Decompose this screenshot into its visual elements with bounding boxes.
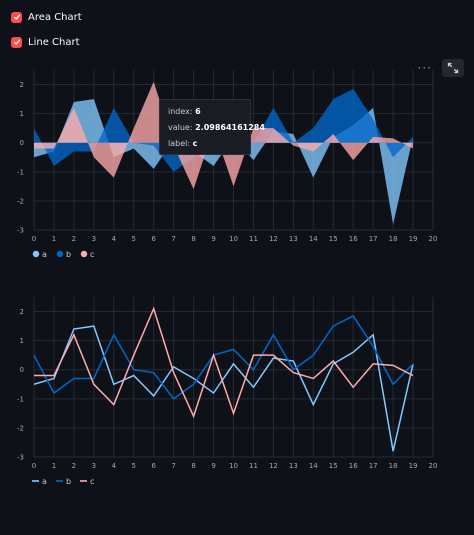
x-tick-label: 1 bbox=[52, 235, 56, 243]
y-tick-label: -3 bbox=[17, 227, 24, 235]
x-tick-label: 17 bbox=[369, 235, 378, 243]
x-tick-label: 3 bbox=[92, 235, 96, 243]
x-tick-label: 0 bbox=[32, 462, 36, 470]
area-chart-checkbox[interactable]: Area Chart bbox=[11, 9, 82, 25]
checkmark-icon bbox=[11, 36, 22, 48]
legend-label-c: c bbox=[90, 250, 94, 259]
x-tick-label: 13 bbox=[289, 235, 298, 243]
y-tick-label: 1 bbox=[20, 110, 24, 118]
y-tick-label: -3 bbox=[17, 454, 24, 462]
y-tick-label: 0 bbox=[20, 366, 24, 374]
x-tick-label: 20 bbox=[429, 235, 438, 243]
y-tick-label: 2 bbox=[20, 81, 24, 89]
tooltip-value: 2.09864161284 bbox=[195, 123, 265, 132]
legend-label-c: c bbox=[90, 477, 94, 486]
tooltip-label-value: c bbox=[192, 139, 198, 148]
x-tick-label: 7 bbox=[171, 235, 175, 243]
x-tick-label: 5 bbox=[132, 235, 136, 243]
x-tick-label: 15 bbox=[329, 235, 338, 243]
x-tick-label: 2 bbox=[72, 235, 76, 243]
x-tick-label: 6 bbox=[151, 235, 156, 243]
legend-marker-b bbox=[56, 250, 64, 258]
fullscreen-button[interactable] bbox=[442, 59, 464, 77]
x-tick-label: 11 bbox=[249, 462, 258, 470]
checkmark-icon bbox=[11, 11, 22, 23]
x-tick-label: 18 bbox=[389, 235, 398, 243]
x-tick-label: 14 bbox=[309, 462, 318, 470]
line-chart[interactable]: 0 1 2 3 4 5 6 7 8 9 10 11 12 13 14 15 16 17 18 19 20-3-2-101… bbox=[0, 287, 474, 497]
x-tick-label: 6 bbox=[151, 462, 156, 470]
x-tick-label: 15 bbox=[329, 462, 338, 470]
x-tick-label: 4 bbox=[112, 235, 117, 243]
x-tick-label: 10 bbox=[229, 235, 238, 243]
y-tick-label: 0 bbox=[20, 139, 24, 147]
x-tick-label: 10 bbox=[229, 462, 238, 470]
x-tick-label: 12 bbox=[269, 462, 278, 470]
y-tick-label: -1 bbox=[17, 168, 24, 176]
expand-icon bbox=[447, 62, 459, 74]
chart-tooltip: index: 6 value: 2.09864161284 label: c bbox=[159, 99, 265, 155]
line-series-b[interactable] bbox=[33, 314, 414, 400]
line-chart-label: Line Chart bbox=[28, 36, 80, 48]
x-tick-label: 1 bbox=[52, 462, 56, 470]
y-tick-label: -1 bbox=[17, 395, 24, 403]
x-tick-label: 18 bbox=[389, 462, 398, 470]
line-chart-checkbox[interactable]: Line Chart bbox=[11, 34, 80, 50]
x-tick-label: 16 bbox=[349, 462, 358, 470]
x-tick-label: 4 bbox=[112, 462, 117, 470]
x-tick-label: 0 bbox=[32, 235, 36, 243]
more-horizontal-icon[interactable]: ··· bbox=[417, 61, 432, 75]
area-chart-label: Area Chart bbox=[28, 11, 82, 23]
area-series-a[interactable] bbox=[34, 99, 414, 225]
x-tick-label: 19 bbox=[409, 462, 418, 470]
x-tick-label: 8 bbox=[191, 235, 195, 243]
area-chart[interactable]: 0 1 2 3 4 5 6 7 8 9 10 11 12 13 14 15 16 17 18 19 20-3-2-101… bbox=[0, 60, 474, 270]
tooltip-index-value: 6 bbox=[195, 107, 201, 116]
x-tick-label: 16 bbox=[349, 235, 358, 243]
x-tick-label: 14 bbox=[309, 235, 318, 243]
x-tick-label: 20 bbox=[429, 462, 438, 470]
x-tick-label: 7 bbox=[171, 462, 175, 470]
y-tick-label: 2 bbox=[20, 308, 24, 316]
legend-label-a: a bbox=[42, 477, 47, 486]
x-tick-label: 5 bbox=[132, 462, 136, 470]
line-series-c[interactable] bbox=[34, 306, 414, 419]
x-tick-label: 3 bbox=[92, 462, 96, 470]
x-tick-label: 12 bbox=[269, 235, 278, 243]
x-tick-label: 8 bbox=[191, 462, 195, 470]
legend-label-b: b bbox=[66, 250, 71, 259]
legend-marker-a bbox=[32, 250, 40, 258]
line-series-a[interactable] bbox=[33, 325, 414, 452]
legend-label-a: a bbox=[42, 250, 47, 259]
x-tick-label: 9 bbox=[211, 235, 215, 243]
legend-marker-c bbox=[80, 250, 88, 258]
x-tick-label: 11 bbox=[249, 235, 258, 243]
x-tick-label: 13 bbox=[289, 462, 298, 470]
y-tick-label: -2 bbox=[17, 424, 24, 432]
y-tick-label: 1 bbox=[20, 337, 24, 345]
x-tick-label: 19 bbox=[409, 235, 418, 243]
x-tick-label: 2 bbox=[72, 462, 76, 470]
chart-toolbar: ··· bbox=[418, 59, 464, 77]
y-tick-label: -2 bbox=[17, 197, 24, 205]
legend-label-b: b bbox=[66, 477, 71, 486]
x-tick-label: 17 bbox=[369, 462, 378, 470]
x-tick-label: 9 bbox=[211, 462, 215, 470]
